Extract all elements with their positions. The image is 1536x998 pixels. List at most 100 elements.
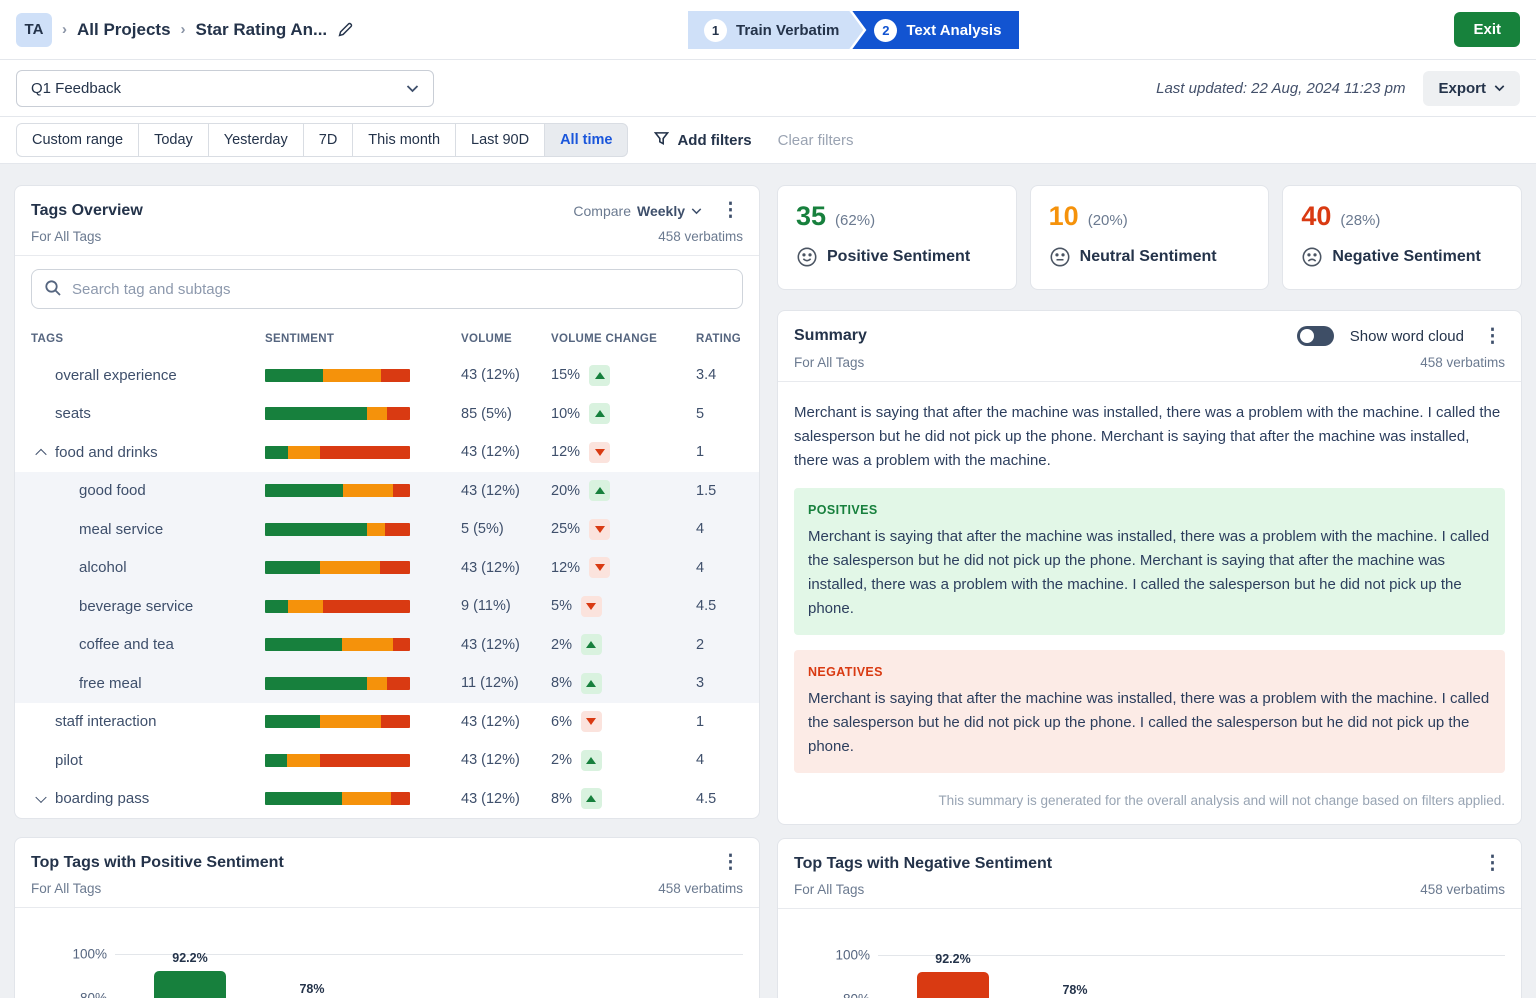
volume-change-cell: 10%	[551, 403, 696, 425]
volume-change-cell: 20%	[551, 480, 696, 502]
volume-value: 43 (12%)	[461, 482, 520, 499]
arrow-down-icon	[586, 602, 597, 610]
negative-segment	[380, 715, 410, 729]
volume-value: 43 (12%)	[461, 559, 520, 576]
collapse-caret-icon[interactable]	[35, 448, 47, 461]
date-range-button[interactable]: Today	[138, 123, 208, 157]
tag-name: beverage service	[79, 597, 194, 615]
neutral-segment	[320, 715, 381, 729]
compare-dropdown[interactable]: Compare Weekly	[573, 203, 702, 219]
negative-bar-chart: 100% 80% 92.2% 78%	[778, 927, 1521, 998]
dataset-select[interactable]: Q1 Feedback	[16, 69, 434, 107]
column-header[interactable]: TAGS	[31, 333, 64, 345]
table-row[interactable]: good food 43 (12%) 20% 1.5	[15, 471, 759, 510]
tag-name: meal service	[79, 520, 164, 538]
compare-label: Compare	[573, 202, 631, 219]
table-row[interactable]: coffee and tea 43 (12%) 2% 2	[15, 625, 759, 664]
table-row[interactable]: boarding pass 43 (12%) 8% 4.5	[15, 780, 759, 819]
volume-change-value: 12%	[551, 559, 581, 576]
arrow-up-icon	[594, 371, 605, 379]
date-range-button[interactable]: 7D	[302, 123, 353, 157]
neutral-segment	[323, 368, 381, 382]
column-header[interactable]: VOLUME	[461, 333, 512, 345]
chart-gridline	[878, 955, 1505, 956]
table-row[interactable]: beverage service 9 (11%) 5% 4.5	[15, 587, 759, 626]
volume-value: 43 (12%)	[461, 444, 520, 461]
chevron-down-icon	[406, 84, 419, 93]
volume-change-cell: 15%	[551, 364, 696, 386]
date-range-button[interactable]: Last 90D	[455, 123, 545, 157]
dataset-select-value: Q1 Feedback	[31, 79, 122, 97]
table-row[interactable]: overall experience 43 (12%) 15% 3.4	[15, 356, 759, 395]
panel-subtitle: For All Tags	[31, 881, 102, 896]
date-range-button[interactable]: Yesterday	[207, 123, 303, 157]
verbatim-count: 458 verbatims	[658, 881, 743, 896]
app-logo[interactable]: TA	[16, 12, 52, 47]
table-row[interactable]: seats 85 (5%) 10% 5	[15, 395, 759, 434]
table-row[interactable]: staff interaction 43 (12%) 6% 1	[15, 703, 759, 742]
export-button[interactable]: Export	[1423, 70, 1520, 106]
column-header[interactable]: VOLUME CHANGE	[551, 333, 658, 345]
table-row[interactable]: food and drinks 43 (12%) 12% 1	[15, 433, 759, 472]
table-row[interactable]: meal service 5 (5%) 25% 4	[15, 510, 759, 549]
trend-down-badge	[589, 441, 611, 463]
positive-segment	[265, 522, 367, 536]
neutral-sentiment-card: 10 (20%) Neutral Sentiment	[1029, 185, 1270, 290]
search-input[interactable]	[31, 269, 743, 309]
kebab-menu-icon[interactable]: ⋮	[721, 852, 740, 873]
negative-segment	[386, 407, 410, 421]
exit-button[interactable]: Exit	[1454, 12, 1520, 47]
sentiment-cell	[265, 676, 461, 690]
volume-value: 43 (12%)	[461, 367, 520, 384]
date-range-button[interactable]: All time	[544, 123, 629, 157]
volume-value: 43 (12%)	[461, 713, 520, 730]
table-row[interactable]: pilot 43 (12%) 2% 4	[15, 741, 759, 780]
volume-change-cell: 12%	[551, 441, 696, 463]
volume-change-value: 2%	[551, 752, 572, 769]
positive-segment	[265, 445, 289, 459]
positive-sentiment-chart-panel: Top Tags with Positive Sentiment ⋮ For A…	[14, 837, 760, 998]
date-range-button[interactable]: Custom range	[16, 123, 139, 157]
toolbar: Q1 Feedback Last updated: 22 Aug, 2024 1…	[0, 60, 1536, 117]
column-header[interactable]: SENTIMENT	[265, 333, 335, 345]
volume-change-value: 20%	[551, 482, 581, 499]
sentiment-bar	[265, 484, 410, 498]
table-row[interactable]: alcohol 43 (12%) 12% 4	[15, 548, 759, 587]
chevron-down-icon	[691, 207, 702, 214]
positive-sentiment-card: 35 (62%) Positive Sentiment	[777, 185, 1017, 290]
show-word-cloud-toggle[interactable]	[1296, 326, 1334, 346]
sentiment-cell	[265, 522, 461, 536]
kebab-menu-icon[interactable]: ⋮	[1483, 325, 1502, 347]
date-range-button[interactable]: This month	[352, 123, 456, 157]
neutral-segment	[288, 599, 323, 613]
tag-name-cell: staff interaction	[31, 713, 265, 730]
table-row[interactable]: free meal 11 (12%) 8% 3	[15, 664, 759, 703]
chart-bar[interactable]	[154, 971, 226, 998]
chart-bar[interactable]	[917, 972, 989, 998]
rating-value: 2	[696, 636, 705, 653]
clear-filters-button[interactable]: Clear filters	[777, 131, 854, 149]
step-text-analysis[interactable]: 2 Text Analysis	[852, 11, 1020, 49]
trend-up-badge	[589, 480, 611, 502]
tag-name-cell: seats	[31, 405, 265, 422]
trend-up-badge	[580, 634, 602, 656]
sentiment-cell	[265, 792, 461, 806]
arrow-down-icon	[594, 448, 605, 456]
y-axis-tick-label: 100%	[835, 947, 870, 963]
tag-name: coffee and tea	[79, 636, 174, 654]
last-updated-text: Last updated: 22 Aug, 2024 11:23 pm	[1156, 79, 1406, 97]
tags-table-body: overall experience 43 (12%) 15% 3.4 seats 85 …	[15, 356, 759, 818]
negative-segment	[392, 484, 410, 498]
breadcrumb-root[interactable]: All Projects	[77, 19, 171, 39]
add-filters-button[interactable]: Add filters	[654, 131, 752, 150]
kebab-menu-icon[interactable]: ⋮	[1483, 853, 1502, 874]
summary-panel: Summary Show word cloud ⋮ For All Tags 4…	[777, 310, 1522, 825]
expand-caret-icon[interactable]	[35, 791, 47, 803]
column-header[interactable]: RATING	[696, 333, 742, 345]
kebab-menu-icon[interactable]: ⋮	[721, 200, 740, 221]
stat-percentage: (28%)	[1340, 212, 1381, 229]
edit-pencil-icon[interactable]	[337, 21, 354, 38]
sentiment-cell	[265, 715, 461, 729]
step-train-verbatim[interactable]: 1 Train Verbatim	[688, 11, 863, 49]
rating-value: 1.5	[696, 482, 717, 499]
